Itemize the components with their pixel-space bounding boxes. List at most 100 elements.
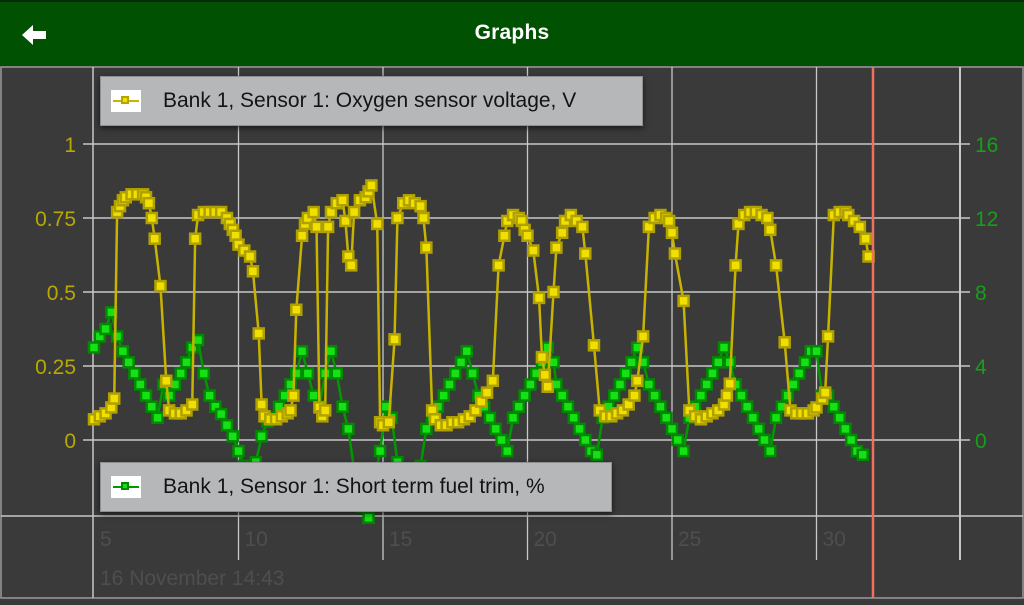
fuel-trim-series-marker: [746, 411, 760, 425]
back-button[interactable]: [18, 20, 52, 50]
chart-area[interactable]: 0 0 0.25 4 0.5 8 0.75 12 1 16 5 10 15 20 25 30 16 Novemb…: [0, 66, 1024, 600]
fuel-trim-series-marker: [677, 444, 690, 458]
oxygen-voltage-series-marker: [729, 259, 742, 272]
oxygen-voltage-series-marker: [142, 196, 156, 210]
fuel-trim-series-marker: [197, 367, 211, 380]
fuel-trim-series-marker: [99, 322, 112, 336]
fuel-trim-series-marker: [636, 356, 650, 369]
legend-label: Bank 1, Sensor 1: Oxygen sensor voltage,…: [163, 89, 577, 112]
oxygen-voltage-series-marker: [246, 265, 260, 278]
fuel-trim-series-marker: [495, 433, 508, 447]
fuel-trim-series-marker: [555, 389, 569, 402]
oxygen-voltage-series-marker: [186, 398, 199, 411]
fuel-trim-series-marker: [139, 389, 153, 402]
fuel-trim-series-marker: [758, 433, 771, 447]
fuel-trim-series-marker: [110, 330, 124, 343]
fuel-trim-series-marker: [787, 378, 800, 391]
left-axis-tick-label: 0.75: [35, 208, 76, 231]
fuel-trim-series-marker: [301, 367, 315, 380]
oxygen-voltage-series-marker: [370, 217, 384, 231]
oxygen-voltage-series-marker: [498, 229, 511, 243]
oxygen-voltage-series-marker: [761, 211, 774, 225]
legend-label: Bank 1, Sensor 1: Short term fuel trim, …: [163, 475, 545, 498]
oxygen-voltage-series-marker: [821, 330, 835, 343]
oxygen-voltage-series-marker: [290, 303, 303, 317]
fuel-trim-series-marker: [648, 389, 661, 402]
oxygen-voltage-series-marker: [628, 389, 641, 402]
oxygen-voltage-series-marker: [295, 229, 309, 243]
left-axis-tick-label: 1: [64, 134, 76, 157]
oxygen-voltage-series-marker: [318, 404, 332, 417]
fuel-trim-series-marker: [133, 378, 147, 391]
timestamp-label: 16 November 14:43: [100, 567, 284, 590]
oxygen-voltage-series-marker: [284, 404, 297, 417]
oxygen-voltage-series-marker: [555, 226, 569, 240]
fuel-trim-series-marker: [711, 356, 725, 369]
fuel-trim-series-marker: [735, 389, 748, 402]
right-axis-tick-label: 12: [975, 208, 998, 231]
fuel-trim-series-marker: [324, 344, 338, 358]
right-axis-tick-label: 4: [975, 356, 987, 379]
oxygen-voltage-series-marker: [521, 229, 534, 243]
legend-fuel-trim[interactable]: Bank 1, Sensor 1: Short term fuel trim, …: [100, 462, 612, 512]
oxygen-voltage-series-marker: [252, 327, 265, 340]
oxygen-voltage-series-marker: [243, 250, 257, 263]
x-axis-tick-label: 10: [245, 528, 268, 551]
oxygen-voltage-series-marker: [310, 220, 323, 234]
oxygen-voltage-series-marker: [154, 279, 167, 293]
x-axis-tick-label: 25: [678, 528, 701, 551]
x-axis-tick-label: 15: [389, 528, 412, 551]
oxygen-voltage-series-marker: [255, 398, 268, 411]
fuel-trim-series-marker: [607, 389, 621, 402]
left-axis-tick-label: 0.25: [35, 356, 76, 379]
fuel-trim-series-marker: [151, 411, 164, 425]
x-axis-tick-label: 5: [100, 528, 112, 551]
fuel-trim-series-marker: [330, 367, 344, 380]
fuel-trim-series-marker: [295, 344, 309, 358]
oxygen-voltage-series-marker: [160, 374, 173, 388]
fuel-trim-series-marker: [362, 511, 375, 524]
oxygen-voltage-series-marker: [492, 259, 505, 272]
oxygen-voltage-series-marker: [486, 374, 500, 388]
oxygen-voltage-series-marker: [677, 294, 690, 308]
arrow-left-icon: [22, 25, 46, 45]
oxygen-voltage-series-marker: [662, 214, 676, 228]
legend-oxygen-voltage[interactable]: Bank 1, Sensor 1: Oxygen sensor voltage,…: [100, 76, 643, 126]
fuel-trim-series-marker: [116, 344, 130, 358]
fuel-trim-series-marker: [87, 341, 101, 354]
fuel-trim-series-marker: [443, 378, 456, 391]
oxygen-voltage-series-marker: [859, 232, 872, 245]
oxygen-voltage-series-marker: [550, 241, 563, 254]
oxygen-voltage-series-marker: [480, 386, 494, 399]
oxygen-voltage-series-marker: [347, 205, 361, 219]
fuel-trim-series-marker: [449, 367, 462, 380]
fuel-trim-series-marker: [764, 444, 777, 458]
fuel-trim-series-marker: [506, 411, 520, 425]
fuel-trim-series-marker: [810, 344, 823, 358]
fuel-trim-series-marker: [833, 411, 846, 425]
fuel-trim-series-marker: [232, 444, 245, 458]
fuel-trim-series-marker: [128, 367, 141, 380]
oxygen-voltage-series-marker: [576, 220, 589, 234]
fuel-trim-series-marker: [454, 356, 468, 369]
fuel-trim-series-marker: [619, 367, 633, 380]
fuel-trim-series-marker: [792, 367, 806, 380]
fuel-trim-series-marker: [255, 430, 268, 443]
fuel-trim-series-marker: [642, 378, 656, 391]
line-chart[interactable]: 0 0 0.25 4 0.5 8 0.75 12 1 16 5 10 15 20 25 30 16 Novemb…: [0, 66, 1024, 600]
oxygen-voltage-series-marker: [339, 214, 352, 228]
fuel-trim-series-marker: [437, 389, 450, 402]
oxygen-voltage-series-marker: [668, 247, 682, 260]
oxygen-voltage-series-marker: [417, 211, 430, 225]
fuel-trim-series-marker: [579, 433, 592, 447]
fuel-trim-series-marker: [336, 400, 349, 413]
oxygen-voltage-series-marker: [188, 232, 202, 245]
oxygen-voltage-series-marker: [541, 380, 554, 393]
fuel-trim-series-marker: [226, 430, 239, 443]
fuel-trim-series-marker: [466, 367, 479, 380]
fuel-trim-series-marker: [700, 378, 713, 391]
fuel-trim-series-marker: [665, 422, 679, 436]
oxygen-voltage-series-marker: [388, 333, 401, 346]
fuel-trim-series-marker: [844, 433, 858, 447]
oxygen-voltage-series-marker: [145, 211, 159, 225]
